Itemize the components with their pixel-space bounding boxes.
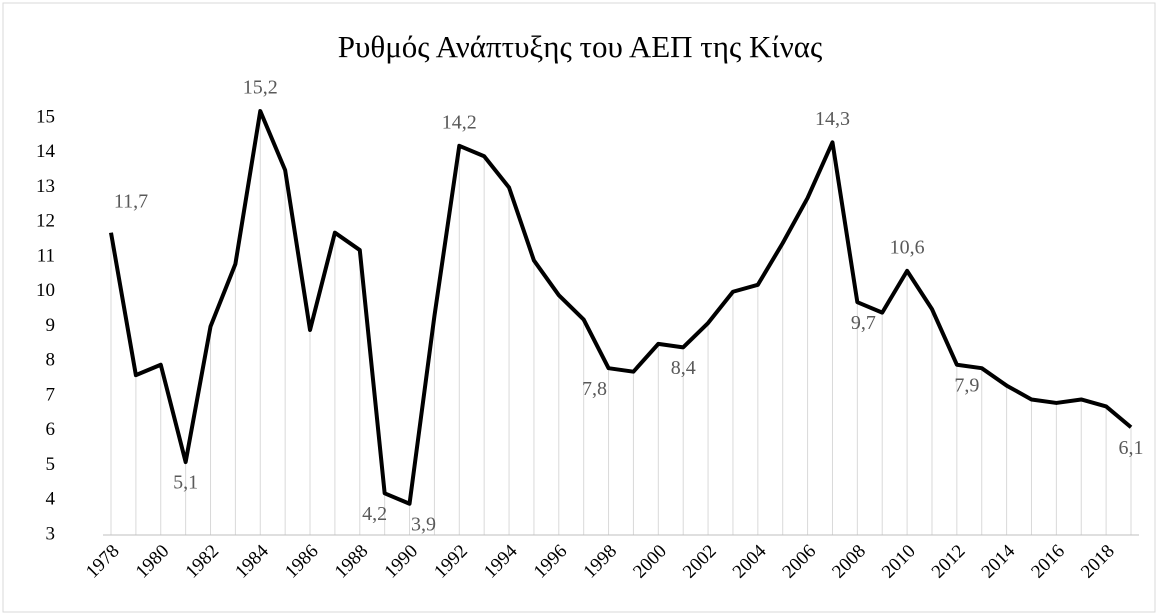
data-label: 8,4	[671, 357, 696, 379]
data-label: 14,2	[442, 111, 477, 133]
data-label: 15,2	[243, 77, 278, 99]
data-label: 11,7	[114, 190, 148, 212]
data-label: 5,1	[173, 472, 198, 494]
y-tick-label: 4	[46, 489, 56, 510]
y-tick-label: 8	[46, 350, 56, 371]
y-tick-label: 10	[36, 280, 55, 301]
y-tick-label: 11	[37, 245, 55, 266]
y-tick-label: 15	[36, 106, 55, 127]
data-label: 14,3	[815, 108, 850, 130]
chart-title: Ρυθμός Ανάπτυξης του ΑΕΠ της Κίνας	[338, 29, 823, 64]
y-tick-label: 9	[46, 315, 56, 336]
y-tick-label: 5	[46, 454, 56, 475]
data-label: 9,7	[851, 312, 876, 334]
data-label: 4,2	[362, 503, 387, 525]
data-label: 6,1	[1119, 437, 1144, 459]
y-tick-label: 3	[46, 523, 56, 544]
y-tick-label: 14	[36, 141, 56, 162]
data-label: 7,8	[582, 378, 607, 400]
data-label: 3,9	[411, 513, 436, 535]
y-tick-label: 12	[36, 211, 55, 232]
y-tick-label: 13	[36, 176, 55, 197]
data-line	[109, 109, 1133, 506]
data-label: 7,9	[954, 374, 979, 396]
y-tick-label: 7	[46, 384, 56, 405]
data-label: 10,6	[890, 236, 925, 258]
y-tick-label: 6	[46, 419, 56, 440]
